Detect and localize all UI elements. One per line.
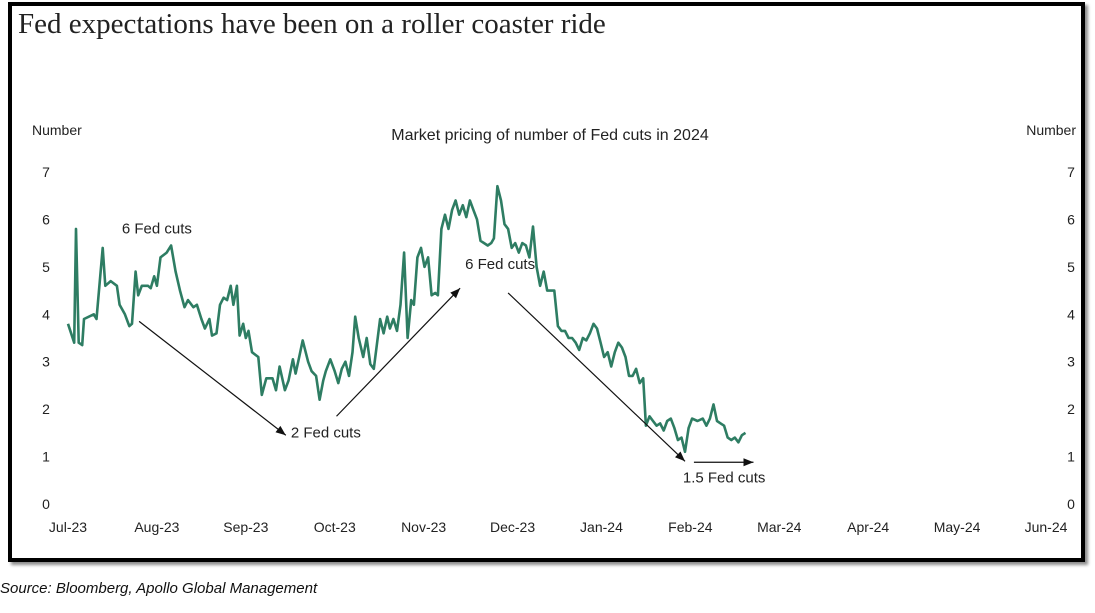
y-ticks-right: 0 1 2 3 4 5 6 7 bbox=[1067, 164, 1075, 512]
y-tick-label-left: 0 bbox=[42, 496, 50, 512]
annotation-arrow-head bbox=[743, 458, 754, 467]
annotation-layer: 6 Fed cuts 2 Fed cuts 6 Fed cuts 1.5 Fed cu… bbox=[122, 221, 766, 487]
annotation-label: 1.5 Fed cuts bbox=[683, 470, 766, 487]
y-tick-label-right: 0 bbox=[1067, 496, 1075, 512]
y-tick-label-right: 4 bbox=[1067, 306, 1075, 322]
x-tick-label: Mar-24 bbox=[757, 519, 802, 535]
annotation-label: 6 Fed cuts bbox=[465, 256, 535, 273]
annotation-arrow-line bbox=[138, 320, 287, 436]
y-axis-label-left: Number bbox=[32, 122, 82, 138]
x-tick-label: Apr-24 bbox=[847, 519, 889, 535]
y-tick-label-left: 4 bbox=[42, 306, 50, 322]
x-ticks: Jul-23 Aug-23 Sep-23 Oct-23 Nov-23 Dec-23 Jan-… bbox=[49, 519, 1068, 535]
y-tick-label-left: 6 bbox=[42, 211, 50, 227]
annotation-arrow-head bbox=[450, 288, 461, 299]
x-tick-label: Aug-23 bbox=[134, 519, 179, 535]
annotation-label: 6 Fed cuts bbox=[122, 221, 192, 238]
x-tick-label: Dec-23 bbox=[490, 519, 535, 535]
x-tick-label: Sep-23 bbox=[223, 519, 268, 535]
y-tick-label-right: 1 bbox=[1067, 449, 1075, 465]
series-line bbox=[66, 184, 747, 454]
y-tick-label-left: 1 bbox=[42, 449, 50, 465]
x-tick-label: Jun-24 bbox=[1025, 519, 1068, 535]
annotation-arrow-head bbox=[675, 451, 685, 462]
y-tick-label-left: 7 bbox=[42, 164, 50, 180]
annotation-arrow-line bbox=[336, 287, 461, 417]
x-tick-label: Jan-24 bbox=[580, 519, 623, 535]
y-tick-label-left: 5 bbox=[42, 259, 50, 275]
line-chart: Market pricing of number of Fed cuts in … bbox=[32, 122, 1076, 535]
series-layer bbox=[66, 184, 747, 454]
source-note: Source: Bloomberg, Apollo Global Managem… bbox=[0, 580, 318, 597]
y-tick-label-right: 2 bbox=[1067, 401, 1075, 417]
y-tick-label-right: 5 bbox=[1067, 259, 1075, 275]
x-tick-label: Nov-23 bbox=[401, 519, 446, 535]
y-tick-label-left: 3 bbox=[42, 354, 50, 370]
x-tick-label: May-24 bbox=[934, 519, 981, 535]
y-tick-label-left: 2 bbox=[42, 401, 50, 417]
y-tick-label-right: 6 bbox=[1067, 211, 1075, 227]
y-tick-label-right: 7 bbox=[1067, 164, 1075, 180]
x-tick-label: Oct-23 bbox=[314, 519, 356, 535]
y-ticks-left: 0 1 2 3 4 5 6 7 bbox=[42, 164, 50, 512]
headline: Fed expectations have been on a roller c… bbox=[18, 8, 606, 40]
y-axis-label-right: Number bbox=[1026, 122, 1076, 138]
annotation-label: 2 Fed cuts bbox=[291, 425, 361, 442]
chart-title: Market pricing of number of Fed cuts in … bbox=[391, 127, 709, 144]
x-tick-label: Jul-23 bbox=[49, 519, 87, 535]
y-tick-label-right: 3 bbox=[1067, 354, 1075, 370]
arrow-layer bbox=[138, 287, 754, 467]
annotation-arrow-line bbox=[507, 292, 686, 462]
x-tick-label: Feb-24 bbox=[668, 519, 713, 535]
annotation-arrow-head bbox=[275, 425, 286, 436]
